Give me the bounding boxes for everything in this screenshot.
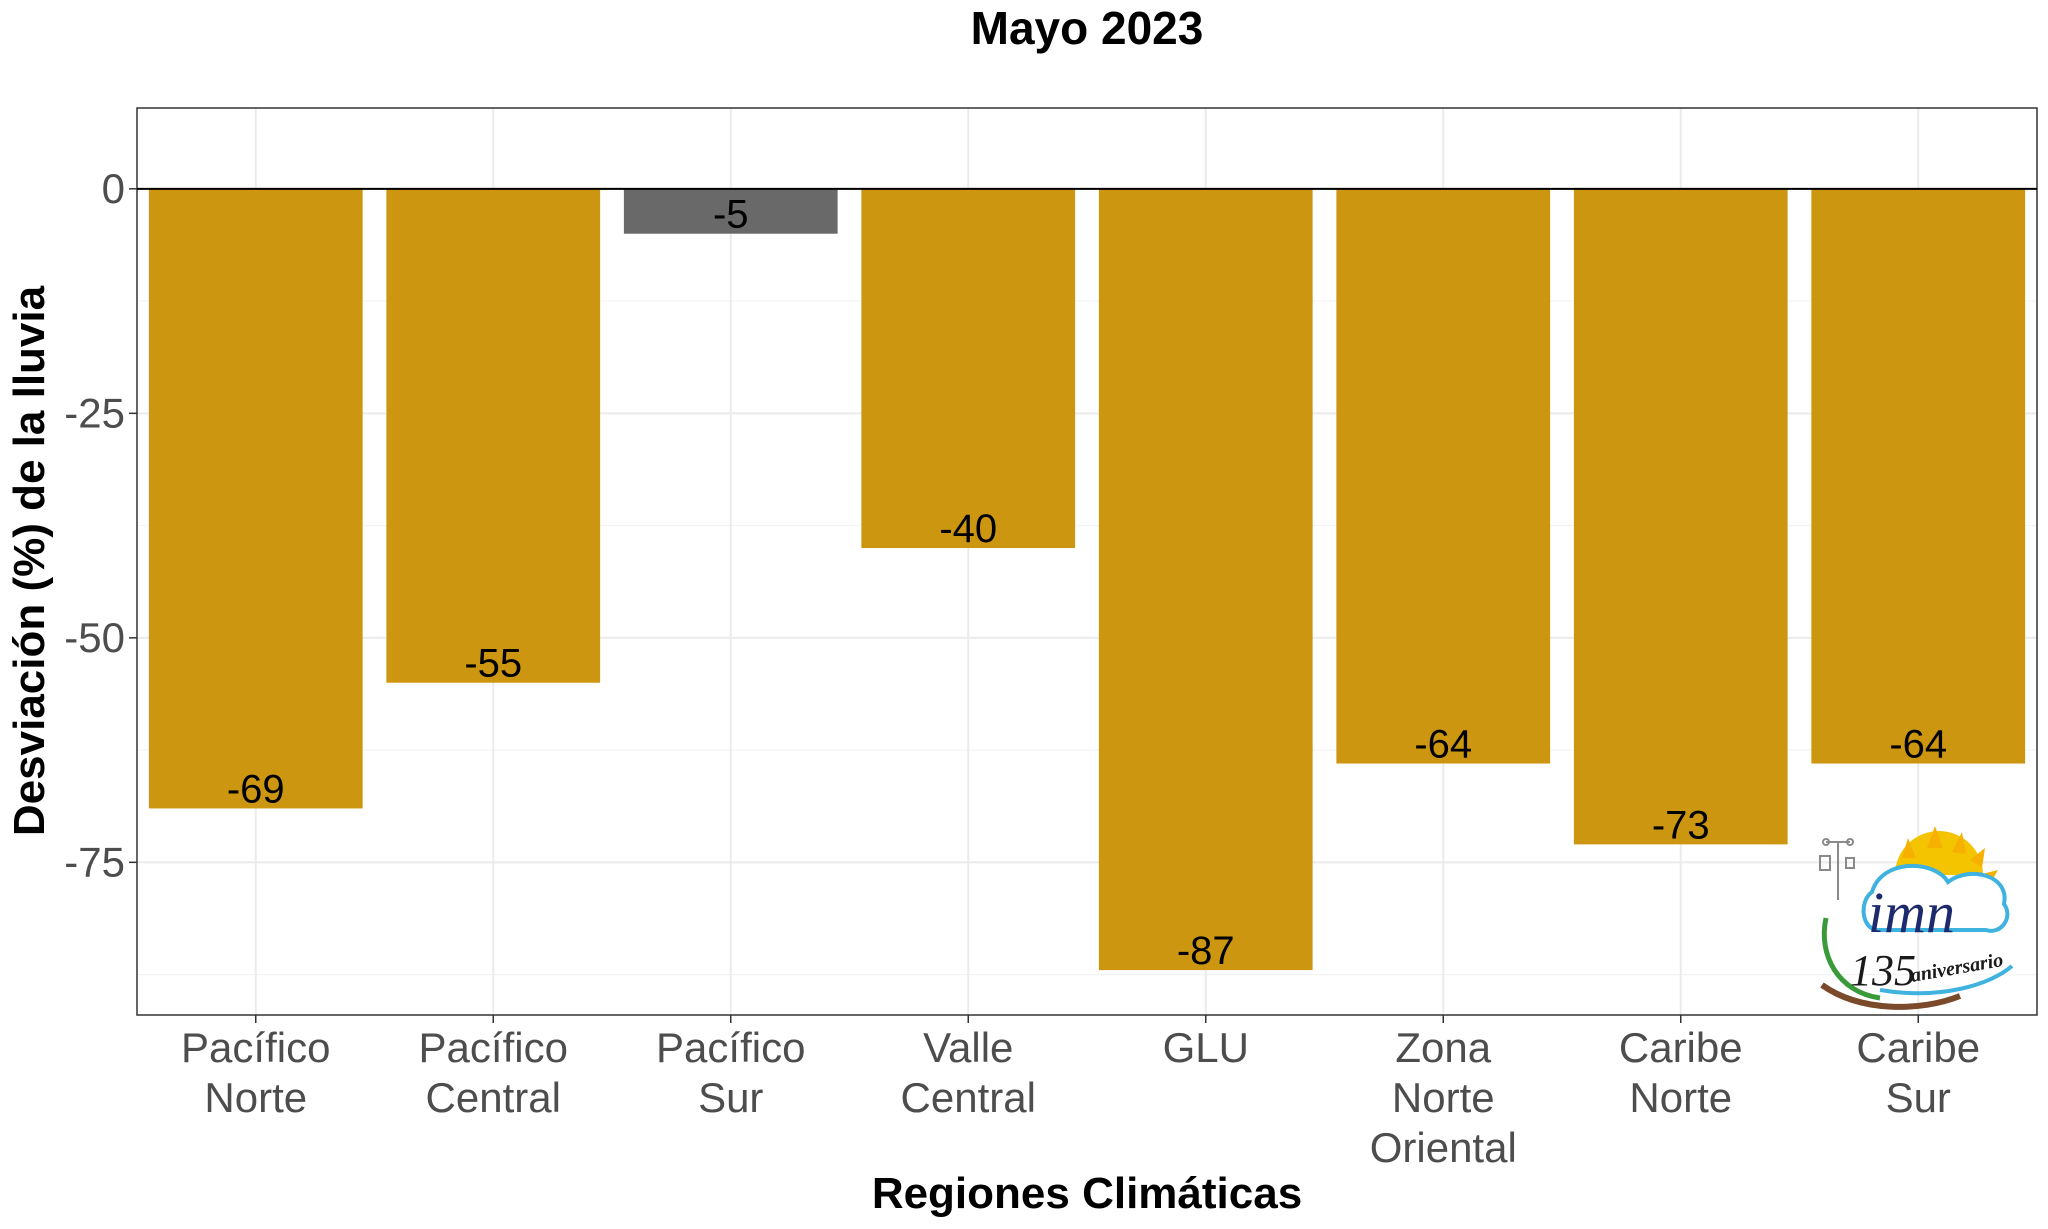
bar-value-label: -69: [227, 767, 285, 811]
x-tick-label: Valle: [923, 1024, 1013, 1071]
bar-value-label: -40: [939, 507, 997, 551]
x-tick-label: Norte: [204, 1074, 307, 1121]
bar: [148, 188, 363, 809]
x-tick-label: Pacífico: [419, 1024, 568, 1071]
bar-value-label: -5: [713, 193, 749, 237]
sun-icon: [1895, 826, 1998, 884]
cloud-shape: [1861, 863, 2010, 933]
x-tick-label: Zona: [1395, 1024, 1491, 1071]
bar-value-label: -64: [1414, 723, 1472, 767]
x-tick-label: Oriental: [1370, 1124, 1517, 1171]
x-axis-title: Regiones Climáticas: [872, 1169, 1302, 1218]
chart-title: Mayo 2023: [971, 2, 1204, 54]
x-tick-label: Norte: [1392, 1074, 1495, 1121]
bar-value-label: -73: [1652, 803, 1710, 847]
bar: [623, 188, 838, 234]
x-tick-label: GLU: [1163, 1024, 1249, 1071]
bar-value-label: -64: [1889, 723, 1947, 767]
weather-station-icon: [1819, 838, 1855, 900]
bar-value-label: -55: [464, 642, 522, 686]
bar-value-label: -87: [1177, 929, 1235, 973]
bar: [861, 188, 1076, 549]
x-tick-label: Pacífico: [656, 1024, 805, 1071]
y-tick-label: 0: [102, 165, 125, 212]
x-tick-label: Sur: [698, 1074, 763, 1121]
bar: [1336, 188, 1551, 764]
x-tick-label: Central: [426, 1074, 561, 1121]
bar: [1811, 188, 2026, 764]
logo-blue-swoosh: [1879, 964, 2014, 996]
y-tick-label: -75: [64, 838, 125, 885]
x-tick-label: Central: [901, 1074, 1036, 1121]
x-tick-label: Sur: [1886, 1074, 1951, 1121]
bar: [1573, 188, 1788, 845]
bar: [386, 188, 601, 683]
bar-labels: -69 -55 -5 -40 -87 -64 -73 -64: [227, 193, 1947, 973]
logo-green-swoosh: [1821, 917, 1881, 1001]
y-axis-title: Desviación (%) de la lluvia: [5, 285, 54, 836]
x-tick-label: Pacífico: [181, 1024, 330, 1071]
plot-panel: [136, 107, 2038, 1016]
bar: [1098, 188, 1313, 971]
x-axis-ticks: PacíficoNortePacíficoCentralPacíficoSurV…: [181, 1015, 1980, 1171]
bars: [148, 188, 2026, 971]
y-tick-label: -25: [64, 389, 125, 436]
x-tick-label: Caribe: [1619, 1024, 1743, 1071]
y-axis-ticks: 0 -25 -50 -75: [64, 165, 137, 885]
x-tick-label: Norte: [1629, 1074, 1732, 1121]
imn-logo: imn 135 aniversario: [1819, 826, 2014, 1010]
logo-anniversary-number: 135: [1850, 946, 1916, 995]
logo-brown-swoosh: [1820, 982, 1962, 1010]
logo-imn-text: imn: [1868, 880, 1955, 945]
y-tick-label: -50: [64, 614, 125, 661]
x-tick-label: Caribe: [1856, 1024, 1980, 1071]
